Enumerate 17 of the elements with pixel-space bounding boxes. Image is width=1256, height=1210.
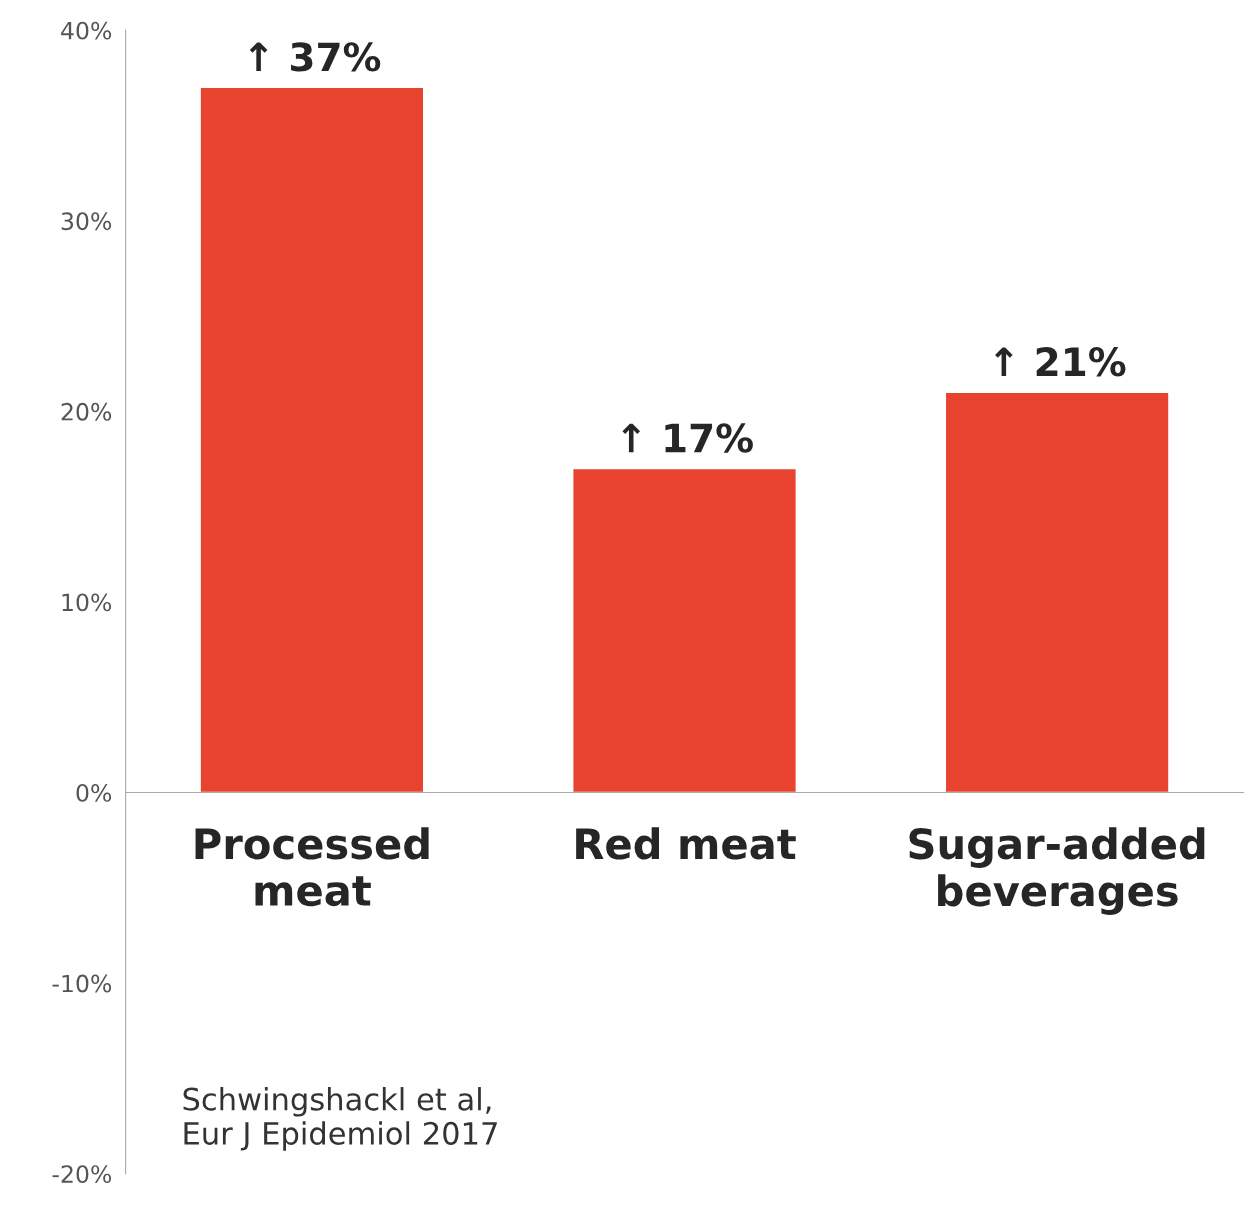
bar: [944, 391, 1170, 794]
y-tick-label: 40%: [61, 21, 112, 40]
x-tick-label: Sugar-added beverages: [909, 827, 1205, 915]
x-tick-label: Processed meat: [195, 827, 429, 907]
bar: [199, 86, 425, 794]
y-tick-label: 0%: [76, 784, 112, 802]
annotation: Schwingshackl et al, Eur J Epidemiol 2017: [183, 1087, 497, 1151]
y-tick-label: 30%: [61, 212, 112, 231]
bar: [572, 467, 797, 794]
y-tick-label: 20%: [61, 402, 112, 421]
data-label: ↑ 21%: [995, 347, 1126, 377]
data-label: ↑ 17%: [622, 423, 753, 453]
x-tick-label: Red meat: [576, 827, 796, 860]
y-tick-label: -10%: [52, 974, 112, 993]
y-tick-label: 10%: [62, 593, 112, 612]
data-label: ↑ 37%: [249, 42, 381, 72]
y-tick-label: -20%: [52, 1165, 112, 1184]
